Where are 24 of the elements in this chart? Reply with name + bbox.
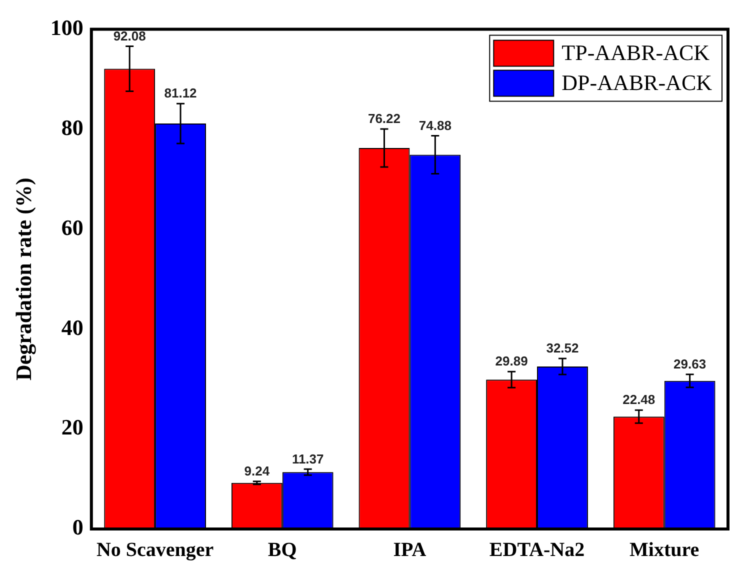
legend-label: TP-AABR-ACK — [562, 40, 710, 65]
x-tick-label: Mixture — [630, 539, 700, 562]
data-label: 76.22 — [368, 111, 401, 126]
data-label: 29.63 — [674, 356, 706, 372]
x-tick-label: EDTA-Na2 — [489, 539, 585, 562]
data-label: 9.24 — [244, 463, 270, 478]
x-tick-label: IPA — [393, 539, 427, 562]
data-label: 81.12 — [164, 86, 197, 101]
data-label: 11.37 — [292, 451, 324, 466]
y-tick-label: 40 — [61, 314, 84, 340]
data-label: 29.89 — [495, 354, 528, 369]
x-tick-label: BQ — [268, 539, 297, 562]
x-tick-label: No Scavenger — [96, 539, 214, 562]
data-label: 32.52 — [546, 340, 579, 356]
y-tick-label: 80 — [61, 114, 84, 140]
data-label: 74.88 — [418, 118, 452, 133]
data-label: 92.08 — [113, 28, 146, 44]
y-tick-label: 60 — [61, 214, 84, 240]
y-axis-title: Degradation rate (%) — [10, 178, 36, 381]
y-tick-label: 20 — [61, 414, 84, 440]
y-tick-label: 100 — [50, 14, 84, 40]
data-label: 22.48 — [622, 392, 656, 408]
y-tick-label: 0 — [72, 514, 84, 540]
legend-label: DP-AABR-ACK — [562, 70, 712, 95]
